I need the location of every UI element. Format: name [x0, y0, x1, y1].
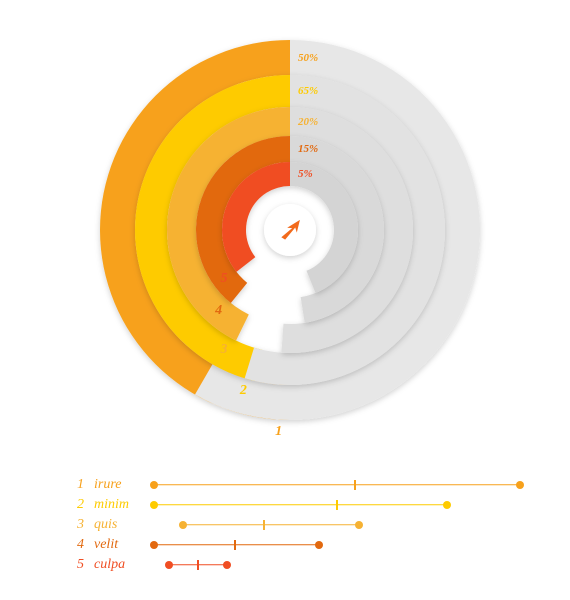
legend-index: 5 — [70, 557, 84, 573]
legend: 1 irure 2 minim 3 quis 4 velit 5 culpa — [70, 475, 520, 575]
legend-row: 1 irure — [70, 475, 520, 494]
legend-bar — [154, 520, 520, 530]
ring-pct-label: 20% — [298, 116, 318, 128]
legend-label: irure — [94, 477, 154, 493]
legend-row: 5 culpa — [70, 555, 520, 574]
ring-index-label: 4 — [215, 303, 222, 319]
legend-row: 2 minim — [70, 495, 520, 514]
ring-index-label: 3 — [220, 342, 227, 358]
ring-pct-label: 65% — [298, 85, 318, 97]
chart-svg — [0, 20, 570, 450]
legend-label: culpa — [94, 557, 154, 573]
legend-index: 4 — [70, 537, 84, 553]
legend-index: 1 — [70, 477, 84, 493]
legend-label: quis — [94, 517, 154, 533]
legend-bar — [154, 500, 520, 510]
ring-pct-label: 15% — [298, 143, 318, 155]
ring-index-label: 5 — [221, 271, 228, 287]
legend-row: 4 velit — [70, 535, 520, 554]
radial-chart: 50% 1 65% 2 20% 3 15% 4 5% 5 — [0, 20, 570, 450]
legend-label: velit — [94, 537, 154, 553]
legend-bar — [154, 540, 520, 550]
legend-bar — [154, 560, 520, 570]
legend-bar — [154, 480, 520, 490]
legend-index: 2 — [70, 497, 84, 513]
ring-pct-label: 50% — [298, 52, 318, 64]
ring-index-label: 2 — [240, 383, 247, 399]
legend-label: minim — [94, 497, 154, 513]
legend-row: 3 quis — [70, 515, 520, 534]
ring-pct-label: 5% — [298, 168, 313, 180]
legend-index: 3 — [70, 517, 84, 533]
ring-index-label: 1 — [275, 424, 282, 440]
